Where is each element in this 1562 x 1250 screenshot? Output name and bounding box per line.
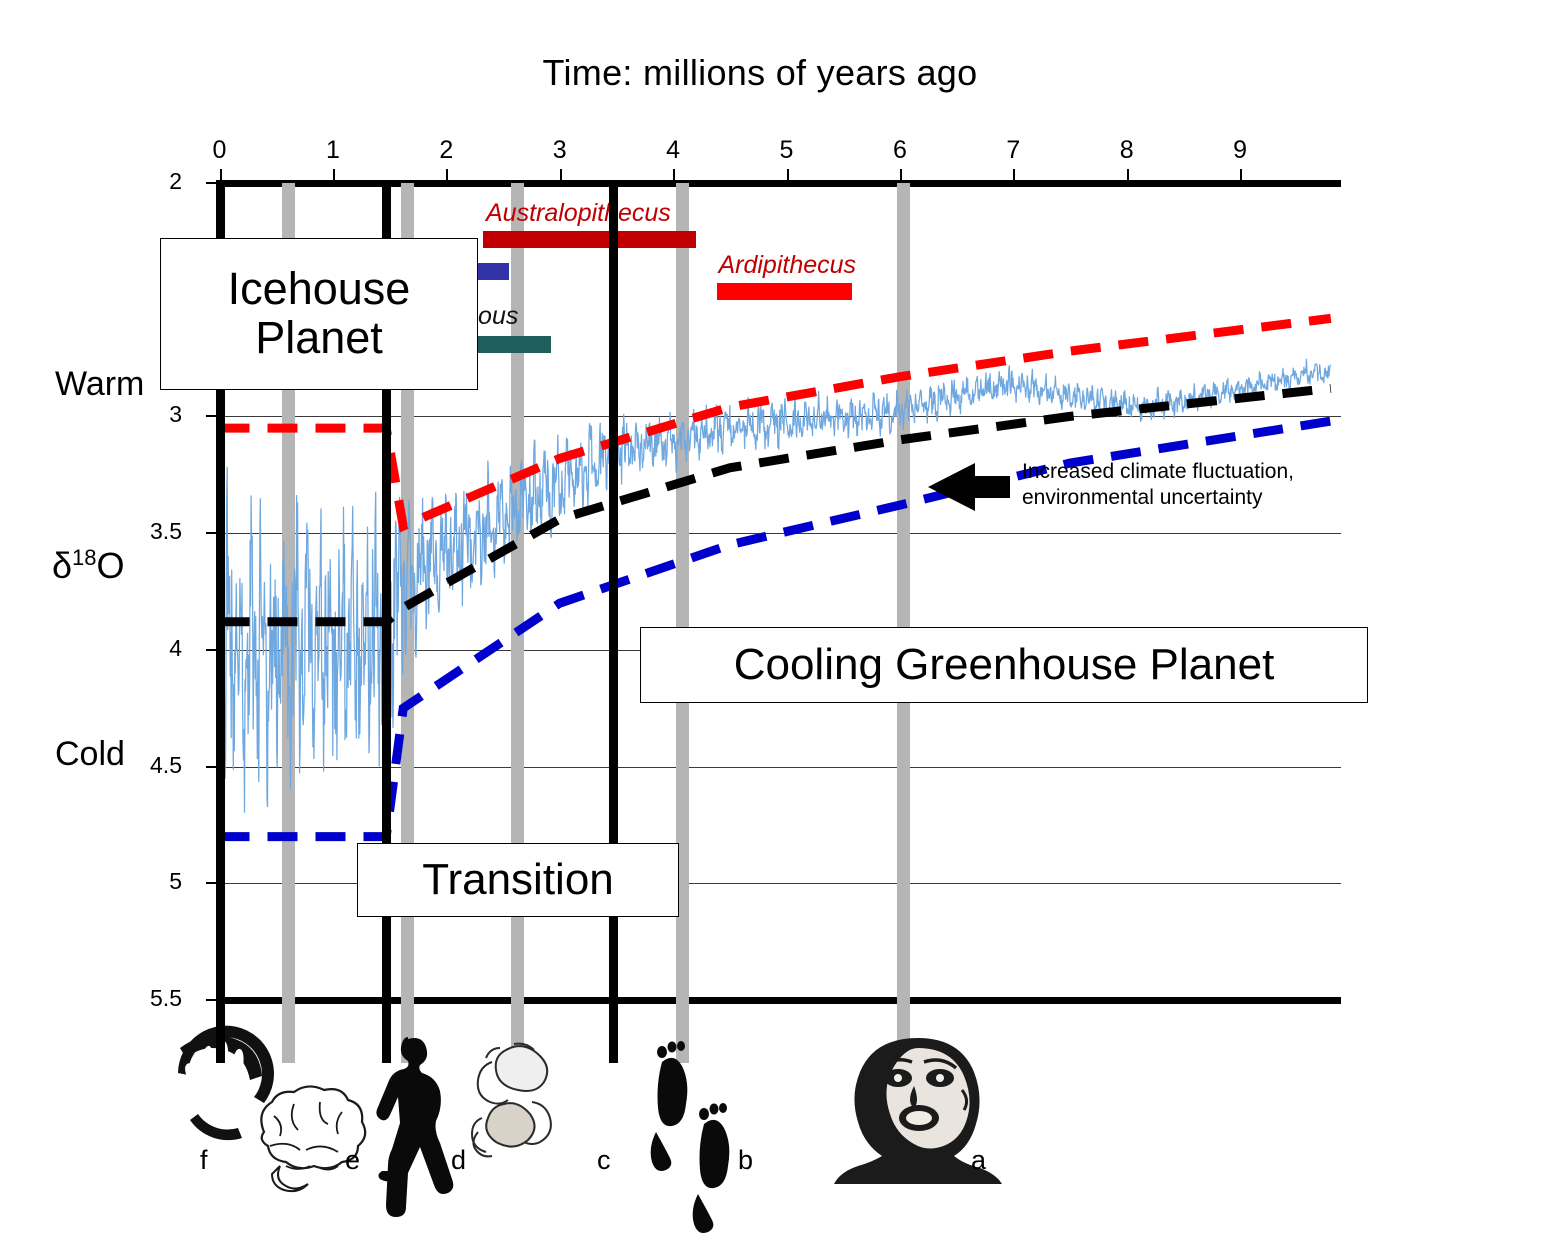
climate-fluctuation-annotation: Increased climate fluctuation, environme…	[1022, 459, 1294, 510]
event-bar-grey	[676, 183, 690, 1063]
cooling-greenhouse-callout: Cooling Greenhouse Planet	[640, 627, 1368, 703]
x-tick-label-3: 3	[552, 136, 567, 164]
y-tick-label-3: 3	[169, 401, 182, 428]
x-tick	[446, 169, 449, 180]
y-tick-label-4: 4	[169, 634, 182, 661]
taxon-range-bar	[476, 336, 551, 353]
x-tick-label-9: 9	[1233, 136, 1248, 164]
delta-symbol: δ	[52, 545, 73, 586]
y-axis-cold-label: Cold	[55, 735, 125, 773]
y-tick	[206, 415, 219, 418]
x-tick-label-8: 8	[1119, 136, 1134, 164]
x-axis-line	[219, 180, 1341, 187]
x-tick	[1240, 169, 1243, 180]
x-tick	[332, 169, 335, 180]
taxon-range-bar	[482, 231, 696, 248]
y-tick	[206, 999, 219, 1001]
x-tick	[1126, 169, 1129, 180]
icehouse-line-2: Planet	[255, 312, 383, 363]
gridline	[219, 883, 1341, 885]
y-tick-label-3.5: 3.5	[150, 518, 182, 545]
x-tick	[219, 169, 222, 180]
x-tick-label-0: 0	[212, 136, 227, 164]
y-tick	[206, 648, 219, 651]
icon-label-e: e	[345, 1145, 361, 1175]
taxon-range-bar	[476, 263, 509, 280]
x-tick-label-4: 4	[666, 136, 681, 164]
icon-label-c: c	[597, 1145, 611, 1175]
annotation-line-1: Increased climate fluctuation,	[1022, 460, 1294, 483]
taxon-label: ous	[478, 302, 519, 330]
x-tick	[786, 169, 789, 180]
transition-label: Transition	[422, 855, 614, 905]
x-tick-label-7: 7	[1006, 136, 1021, 164]
y-tick-label-5: 5	[169, 868, 182, 895]
footprints-icon	[650, 1041, 730, 1233]
annotation-line-2: environmental uncertainty	[1022, 485, 1263, 509]
icon-label-b: b	[738, 1145, 754, 1175]
x-tick	[673, 169, 676, 180]
y-tick	[206, 182, 219, 184]
plot-bottom-border	[219, 997, 1341, 1004]
y-tick-label-5.5: 5.5	[150, 985, 182, 1011]
y-axis-warm-label: Warm	[55, 365, 145, 403]
icon-label-f: f	[200, 1145, 208, 1175]
x-tick	[899, 169, 902, 180]
icehouse-planet-callout: Icehouse Planet	[160, 238, 478, 390]
annotation-arrow-group	[928, 463, 1010, 511]
event-bar-black	[608, 183, 618, 1063]
event-bar-grey	[897, 183, 911, 1063]
icon-label-a: a	[971, 1145, 987, 1175]
x-tick	[559, 169, 562, 180]
chart-title: Time: millions of years ago	[542, 52, 978, 93]
y-tick	[206, 882, 219, 885]
isotope-superscript: 18	[72, 545, 97, 570]
handprint-icon	[178, 1025, 274, 1141]
y-tick	[206, 765, 219, 768]
taxon-label: Australopithecus	[485, 199, 671, 227]
y-axis-symbol-label: δ18O	[52, 545, 125, 587]
oxygen-symbol: O	[96, 545, 125, 586]
transition-callout: Transition	[357, 843, 679, 917]
x-tick-label-2: 2	[439, 136, 454, 164]
y-tick-label-2: 2	[169, 168, 182, 194]
x-tick-label-1: 1	[325, 136, 340, 164]
x-tick-label-6: 6	[892, 136, 907, 164]
walking-figure-icon	[376, 1037, 454, 1217]
taxon-label: Ardipithecus	[718, 251, 857, 279]
icon-label-d: d	[451, 1145, 467, 1175]
y-tick-label-4.5: 4.5	[150, 751, 182, 778]
cooling-label: Cooling Greenhouse Planet	[733, 640, 1275, 690]
left-arrow-icon	[928, 463, 1010, 511]
icehouse-line-1: Icehouse	[227, 263, 411, 315]
x-tick	[1013, 169, 1016, 180]
y-tick	[206, 532, 219, 535]
x-tick-label-5: 5	[779, 136, 794, 164]
taxon-range-bar	[717, 283, 853, 300]
